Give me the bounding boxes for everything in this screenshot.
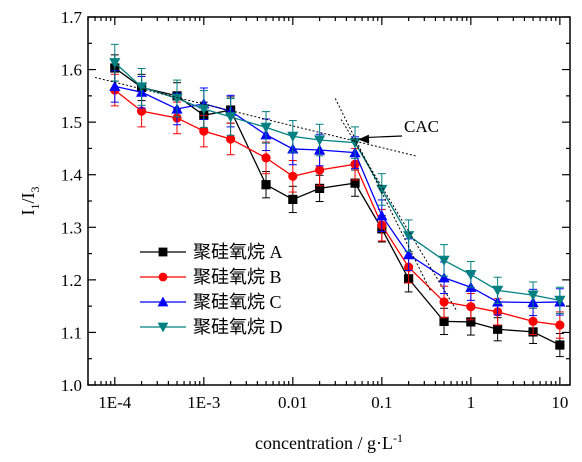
series-line — [114, 67, 561, 346]
cac-arrow-line — [365, 135, 403, 139]
data-point-triangle-up — [157, 296, 169, 307]
dotted-tangent-line — [340, 119, 458, 312]
x-tick-label: 1 — [467, 393, 476, 412]
y-tick-label: 1.1 — [61, 323, 82, 342]
cac-annotation: CAC — [358, 117, 439, 144]
x-tick-label: 10 — [551, 393, 568, 412]
y-tick-label: 1.4 — [61, 166, 83, 185]
data-point-triangle-down — [287, 131, 299, 142]
data-point-triangle-down — [314, 135, 326, 146]
data-point-triangle-down — [198, 104, 210, 115]
data-point-triangle-down — [376, 184, 388, 196]
data-point-triangle-down — [527, 290, 539, 301]
data-point-square — [315, 183, 325, 193]
series-line — [114, 89, 560, 326]
y-tick-label: 1.7 — [61, 8, 83, 27]
data-point-triangle-down — [135, 82, 148, 93]
data-point-circle — [528, 316, 538, 326]
x-tick-label: 1E-3 — [187, 393, 220, 412]
y-tick-label: 1.0 — [61, 376, 82, 395]
data-point-circle — [136, 106, 147, 116]
y-axis-label: I1/I3 — [18, 187, 42, 216]
data-point-triangle-up — [438, 272, 450, 283]
data-point-circle — [158, 272, 168, 282]
data-point-circle — [555, 320, 565, 330]
data-point-circle — [288, 171, 298, 181]
x-tick-label: 1E-4 — [98, 393, 132, 412]
legend-item: 聚硅氧烷 C — [140, 292, 282, 312]
data-point-circle — [439, 297, 449, 307]
series-line — [114, 85, 560, 304]
x-tick-label: 0.01 — [278, 393, 308, 412]
data-point-triangle-down — [403, 231, 415, 242]
legend: 聚硅氧烷 A 聚硅氧烷 B 聚硅氧烷 C 聚硅氧烷 D — [140, 242, 283, 337]
data-point-circle — [199, 126, 209, 136]
data-point-square — [555, 340, 565, 350]
data-point-circle — [466, 302, 476, 312]
y-tick-label: 1.5 — [61, 113, 82, 132]
data-point-triangle-up — [403, 249, 415, 260]
y-axis-ticks: 1.0 1.1 1.2 1.3 1.4 1.5 1.6 1.7 — [61, 8, 570, 395]
data-point-square — [466, 317, 476, 327]
y-tick-label: 1.3 — [61, 218, 82, 237]
series-line — [114, 62, 560, 301]
data-point-square — [439, 316, 449, 326]
data-point-triangle-down — [438, 255, 450, 267]
y-axis-label-subscript-1: 1 — [28, 204, 42, 210]
series-group — [109, 43, 566, 315]
y-axis-label-subscript-2: 3 — [28, 187, 42, 193]
data-point-triangle-down — [157, 322, 169, 333]
tangent-lines — [94, 76, 458, 312]
data-point-triangle-up — [376, 210, 388, 221]
data-point-square — [350, 178, 360, 188]
data-point-triangle-down — [492, 285, 504, 296]
cac-label: CAC — [404, 117, 439, 136]
legend-label: 聚硅氧烷 D — [193, 317, 283, 337]
y-tick-label: 1.2 — [61, 271, 82, 290]
data-point-circle — [226, 134, 236, 144]
legend-label: 聚硅氧烷 A — [193, 242, 283, 262]
x-axis-label-superscript: -1 — [393, 431, 403, 445]
dotted-tangent-line — [94, 76, 418, 157]
legend-item: 聚硅氧烷 A — [140, 242, 283, 262]
x-tick-label: 0.1 — [371, 393, 392, 412]
data-point-square — [288, 194, 298, 205]
data-point-circle — [261, 153, 271, 163]
data-point-triangle-down — [260, 122, 272, 133]
x-axis-ticks: 1E-4 1E-3 0.01 0.1 1 10 — [87, 17, 568, 412]
x-axis-label: concentration / g·L-1 — [255, 431, 403, 453]
y-tick-label: 1.6 — [61, 61, 82, 80]
legend-label: 聚硅氧烷 B — [193, 267, 282, 287]
series-layer — [109, 43, 566, 358]
data-point-circle — [315, 165, 325, 175]
legend-label: 聚硅氧烷 C — [193, 292, 282, 312]
data-point-square — [158, 247, 168, 257]
data-point-square — [493, 324, 503, 334]
data-point-square — [261, 180, 271, 190]
data-point-triangle-down — [465, 270, 477, 281]
legend-item: 聚硅氧烷 B — [140, 267, 282, 287]
data-point-triangle-down — [109, 58, 121, 69]
legend-item: 聚硅氧烷 D — [140, 317, 283, 337]
data-point-triangle-up — [109, 80, 121, 91]
cac-arrow-head — [358, 134, 370, 144]
data-point-triangle-down — [225, 112, 237, 123]
data-point-triangle-down — [554, 295, 566, 306]
